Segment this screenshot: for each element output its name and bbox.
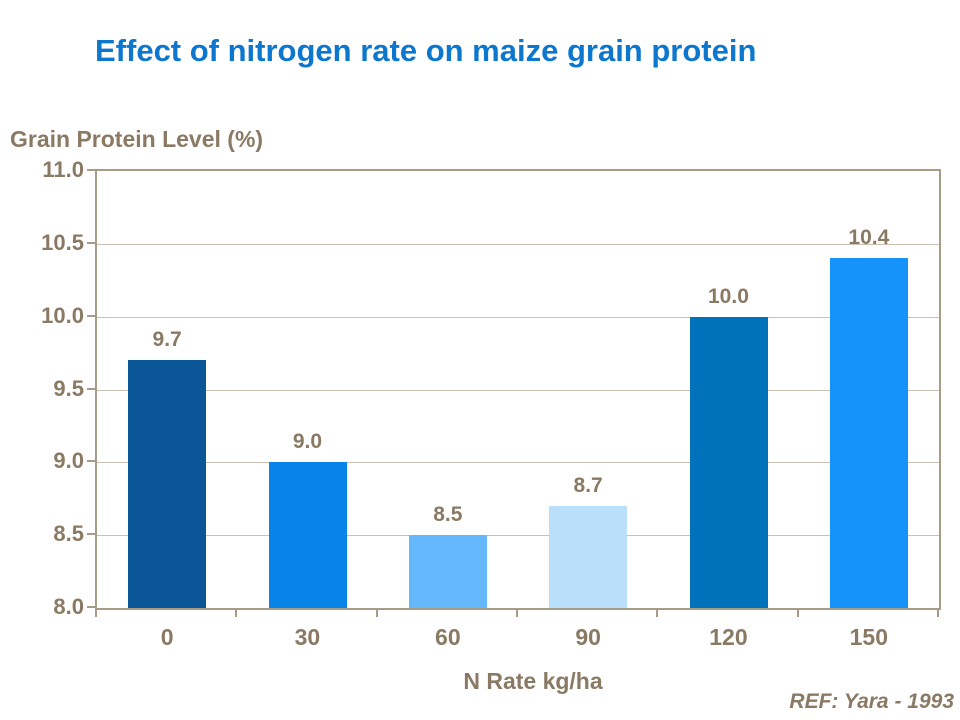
gridline (97, 462, 939, 464)
y-tick-label: 9.0 (53, 448, 84, 474)
y-tick-mark (87, 460, 96, 463)
y-tick-label: 10.5 (41, 229, 84, 255)
x-tick-mark (95, 610, 97, 617)
x-tick-mark (656, 610, 659, 617)
x-axis-title: N Rate kg/ha (463, 668, 603, 694)
gridline (97, 243, 939, 245)
reference-text: REF: Yara - 1993 (789, 690, 954, 713)
x-category-label: 150 (849, 624, 889, 650)
y-tick-label: 8.0 (53, 594, 84, 619)
y-tick-label: 9.5 (53, 375, 84, 401)
chart-title: Effect of nitrogen rate on maize grain p… (95, 33, 757, 68)
plot-area: 9.7 9.0 8.5 8.7 10.0 10.4 (95, 169, 941, 610)
x-category-label: 60 (435, 624, 461, 650)
bar (268, 462, 347, 608)
y-tick-label: 11.0 (42, 157, 84, 182)
x-tick-mark (516, 610, 518, 617)
x-tick-mark (235, 610, 238, 617)
bar (128, 360, 207, 608)
y-tick-label: 10.0 (41, 302, 84, 328)
y-tick-label: 8.5 (53, 521, 84, 547)
bar-value-label: 8.7 (573, 474, 603, 497)
y-tick-mark (87, 241, 96, 244)
x-tick-mark (937, 610, 939, 617)
y-tick-mark (87, 387, 96, 390)
bar (689, 316, 768, 608)
y-tick-mark (87, 314, 96, 317)
gridline (97, 389, 939, 391)
x-category-label: 30 (294, 624, 321, 650)
x-tick-mark (375, 610, 378, 617)
y-tick-mark (87, 606, 96, 608)
x-category-label: 120 (709, 624, 748, 650)
x-tick-mark (796, 610, 799, 617)
bar (829, 258, 908, 608)
x-category-label: 0 (160, 624, 174, 650)
x-category-label: 90 (575, 624, 601, 650)
bar-value-label: 9.7 (152, 328, 182, 352)
gridline (97, 535, 939, 537)
bar-value-label: 9.0 (292, 430, 323, 454)
bar (549, 506, 628, 608)
gridline (97, 316, 939, 318)
bar-value-label: 10.0 (708, 284, 749, 308)
y-tick-mark (87, 169, 96, 171)
bar (408, 535, 487, 608)
bar-value-label: 8.5 (433, 503, 463, 527)
y-tick-mark (87, 533, 96, 536)
bar-value-label: 10.4 (848, 226, 890, 250)
y-axis-title: Grain Protein Level (%) (10, 126, 264, 152)
